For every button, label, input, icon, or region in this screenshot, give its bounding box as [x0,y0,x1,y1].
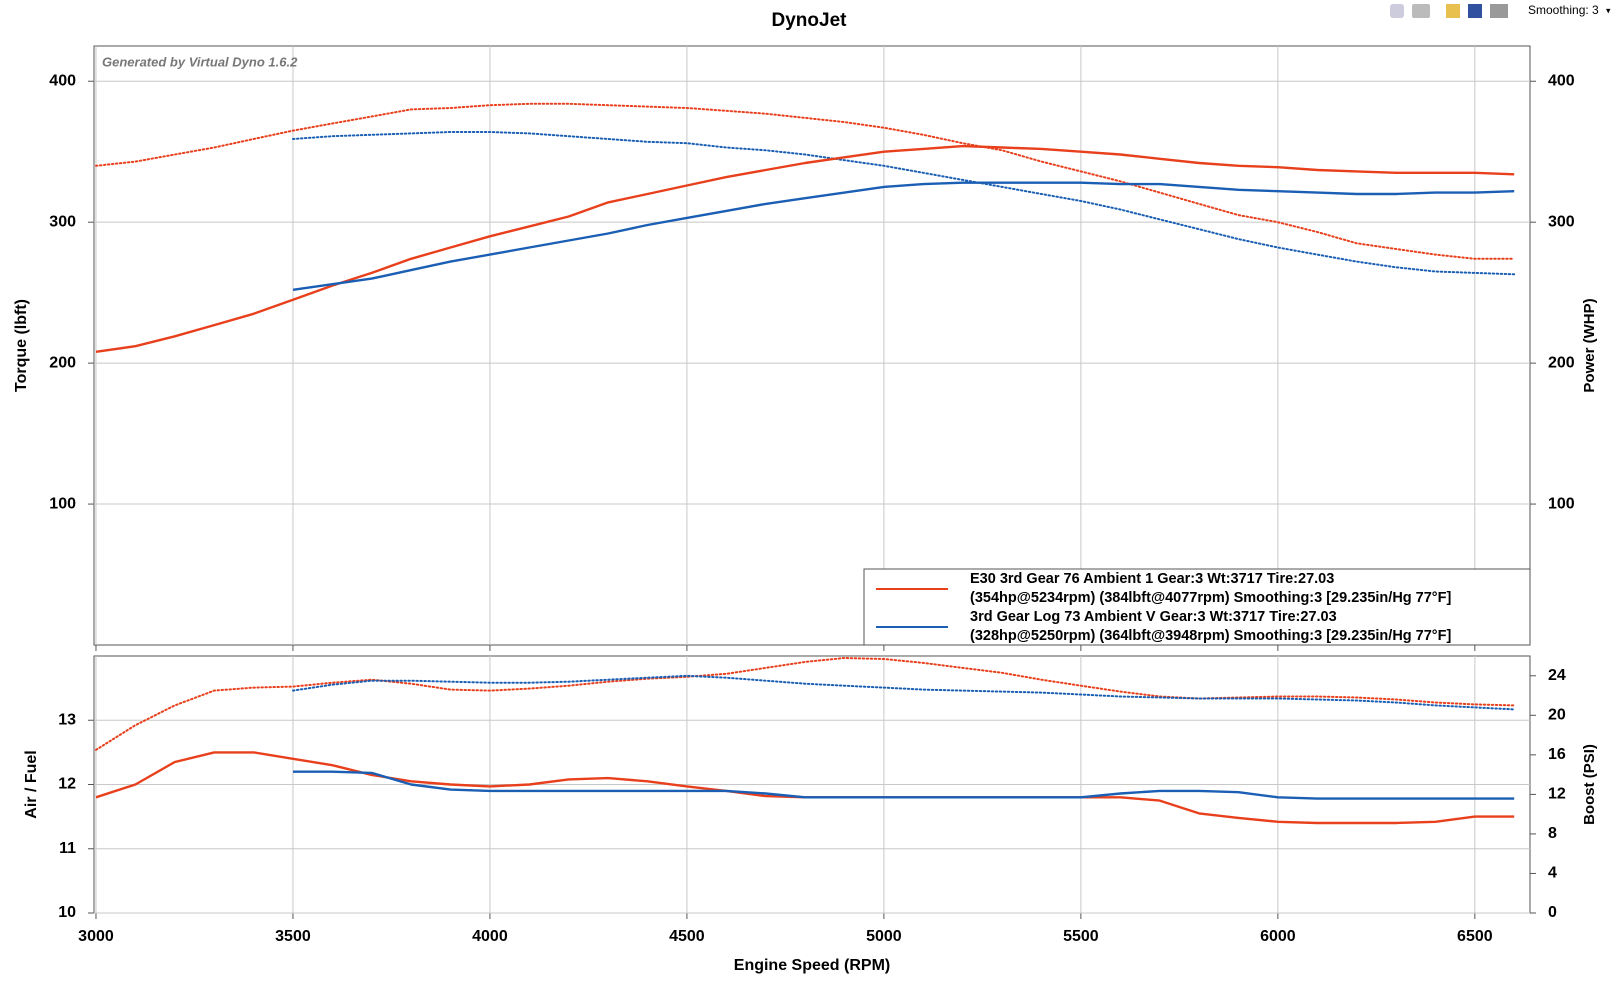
y2-tick-label: 20 [1548,707,1566,724]
x-tick-label: 5500 [1063,928,1099,945]
y2-tick-label: 4 [1548,865,1557,882]
dotted-line [292,674,1516,711]
y-tick-label: 100 [49,495,76,512]
legend-label: E30 3rd Gear 76 Ambient 1 Gear:3 Wt:3717… [970,571,1334,587]
x-tick-label: 5000 [866,928,902,945]
toolbar: Smoothing: 3 ▾ [1390,3,1611,18]
smoothing-dropdown[interactable]: Smoothing: 3 [1528,3,1599,17]
y-tick-label: 12 [58,776,76,793]
solid-line [293,770,1515,800]
y2-axis-label: Power (WHP) [1581,298,1598,392]
dotted-line [95,657,1516,751]
y2-tick-label: 16 [1548,746,1566,763]
legend-box [863,568,1531,646]
x-tick-label: 6500 [1457,928,1493,945]
y2-tick-label: 0 [1548,904,1557,921]
y-tick-label: 300 [49,213,76,230]
chart-title: DynoJet [772,10,848,31]
legend-detail: (354hp@5234rpm) (384lbft@4077rpm) Smooth… [970,590,1451,606]
y-tick-label: 13 [58,711,76,728]
filter-icon[interactable] [1412,4,1430,18]
solid-line [292,181,1515,291]
y-axis-label: Air / Fuel [23,750,40,818]
x-tick-label: 4000 [472,928,508,945]
y-tick-label: 11 [59,840,76,857]
legend-label: 3rd Gear Log 73 Ambient V Gear:3 Wt:3717… [970,609,1337,625]
y2-tick-label: 8 [1548,825,1557,842]
legend-detail: (328hp@5250rpm) (364lbft@3948rpm) Smooth… [970,628,1451,644]
dotted-line [292,131,1516,276]
y2-tick-label: 12 [1548,786,1566,803]
x-axis-label: Engine Speed (RPM) [734,957,890,974]
plot-area [93,45,1531,646]
y2-tick-label: 24 [1548,667,1566,684]
dropdown-arrow[interactable]: ▾ [1606,5,1611,15]
dotted-line [95,102,1516,260]
solid-line [95,144,1515,353]
y2-tick-label: 300 [1548,213,1575,230]
y-tick-label: 400 [49,72,76,89]
y2-tick-label: 100 [1548,495,1575,512]
x-tick-label: 3500 [275,928,311,945]
print-icon[interactable] [1490,4,1508,18]
zoom-icon[interactable] [1390,4,1404,18]
y-tick-label: 10 [58,904,76,921]
x-tick-label: 6000 [1260,928,1296,945]
x-tick-label: 3000 [78,928,114,945]
y2-tick-label: 400 [1548,72,1575,89]
watermark: Generated by Virtual Dyno 1.6.2 [102,54,298,69]
copy-icon[interactable] [1446,4,1460,18]
save-icon[interactable] [1468,4,1482,18]
x-tick-label: 4500 [669,928,705,945]
y2-axis-label: Boost (PSI) [1581,744,1598,825]
y-tick-label: 200 [49,354,76,371]
y2-tick-label: 200 [1548,354,1575,371]
y-axis-label: Torque (lbft) [13,299,30,392]
